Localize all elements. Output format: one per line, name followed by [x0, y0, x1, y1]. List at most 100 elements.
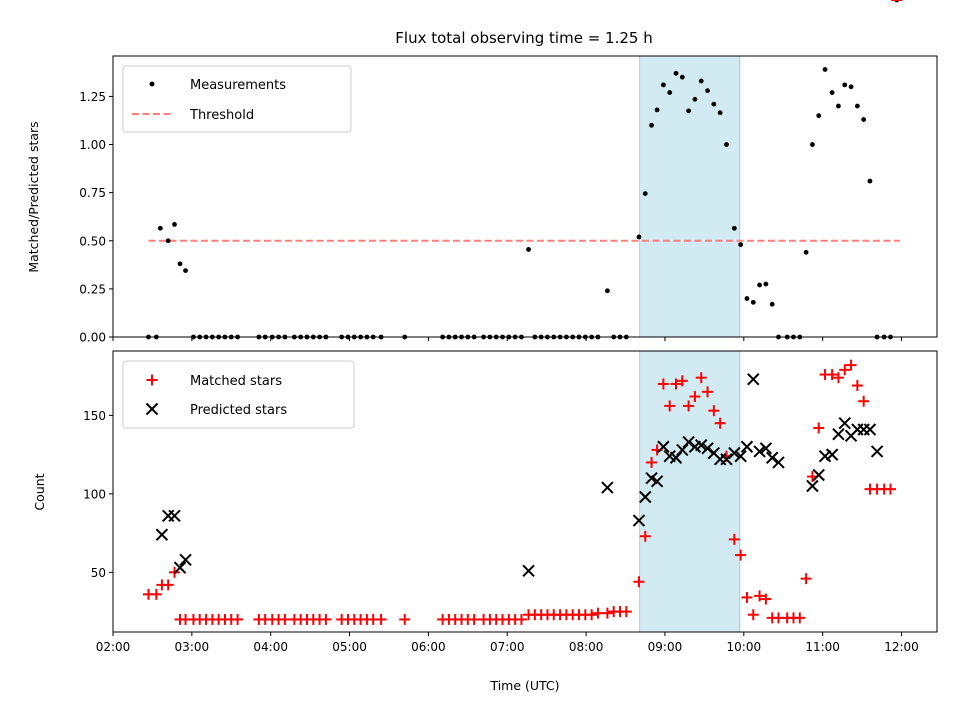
measurement-point — [642, 191, 648, 197]
measurement-point — [810, 142, 815, 147]
predicted-point — [806, 479, 819, 493]
matched-point — [592, 607, 604, 619]
matched-point — [646, 456, 658, 468]
legend-marker-predicted — [145, 402, 159, 416]
top-y-tick-label: 0.75 — [79, 186, 106, 200]
x-tick-label: 10:00 — [727, 640, 762, 654]
predicted-point — [676, 443, 689, 457]
predicted-point — [179, 553, 192, 566]
matched-point — [760, 593, 772, 605]
bottom-y-ticks: 50 100 150 — [83, 409, 113, 580]
predicted-point — [734, 449, 747, 463]
matched-point — [845, 359, 857, 371]
predicted-point — [772, 456, 785, 469]
measurement-point — [667, 90, 673, 95]
matched-point — [708, 405, 720, 417]
measurement-point — [686, 108, 692, 114]
predicted-point — [669, 451, 683, 464]
matched-point — [676, 375, 688, 387]
matched-point — [714, 417, 726, 429]
measurement-point — [636, 234, 642, 240]
matched-point — [375, 613, 387, 625]
bottom-y-axis-label: Count — [32, 473, 47, 510]
matched-point — [728, 533, 740, 545]
predicted-point — [753, 445, 766, 458]
measurement-point — [673, 70, 679, 76]
predicted-point — [155, 528, 169, 541]
measurement-point — [649, 122, 654, 128]
predicted-point — [720, 453, 733, 466]
bottom-y-tick-label: 100 — [83, 487, 106, 501]
matched-point — [794, 612, 806, 624]
chart-title: Flux total observing time = 1.25 h — [395, 29, 652, 47]
measurement-point — [803, 249, 809, 255]
bottom-x-ticks: 02:00 03:00 04:00 05:00 06:00 07:00 08:00 09:00… — [96, 632, 919, 654]
matched-point — [839, 364, 851, 376]
measurement-point — [731, 225, 737, 231]
top-highlight-span — [639, 55, 741, 338]
legend-label-measurements: Measurements — [190, 78, 286, 93]
matched-point — [851, 380, 863, 392]
x-tick-label: 03:00 — [175, 640, 210, 654]
predicted-point — [759, 442, 773, 455]
matched-point — [884, 483, 896, 495]
x-tick-label: 08:00 — [569, 640, 604, 654]
measurement-point — [842, 82, 848, 88]
measurement-point — [711, 101, 717, 107]
predicted-point — [639, 490, 652, 504]
measurement-point — [854, 103, 860, 109]
measurement-point — [861, 117, 867, 122]
top-y-tick-label: 0.25 — [79, 282, 106, 296]
x-tick-label: 06:00 — [411, 640, 446, 654]
bottom-axes-frame — [112, 350, 938, 633]
matched-point — [639, 530, 651, 542]
legend-label-matched: Matched stars — [190, 374, 282, 389]
predicted-point — [765, 451, 779, 464]
predicted-point — [657, 440, 670, 453]
measurement-point — [698, 78, 704, 84]
measurement-point — [750, 299, 756, 305]
predicted-point — [863, 423, 877, 436]
matched-point — [695, 372, 707, 384]
measurement-point — [757, 282, 762, 288]
x-tick-label: 04:00 — [253, 640, 288, 654]
matched-point — [657, 378, 669, 390]
matched-point — [754, 590, 766, 602]
x-tick-label: 05:00 — [332, 640, 367, 654]
bottom-y-tick-label: 150 — [83, 409, 106, 423]
legend-label-predicted: Predicted stars — [190, 403, 287, 418]
predicted-point — [173, 561, 187, 574]
x-tick-label: 09:00 — [648, 640, 683, 654]
predicted-point — [812, 468, 825, 482]
matched-point — [826, 369, 838, 381]
measurement-point — [744, 296, 750, 301]
predicted-point — [838, 417, 851, 430]
measurement-point — [829, 90, 835, 95]
matched-point — [735, 549, 747, 561]
predicted-point — [825, 448, 839, 461]
matched-point — [741, 591, 753, 603]
measurement-point — [836, 103, 841, 109]
predicted-point — [701, 442, 714, 455]
top-x-ticks — [112, 337, 903, 341]
matched-point — [670, 378, 682, 390]
measurement-point — [816, 113, 822, 119]
predicted-point — [682, 435, 695, 449]
predicted-point — [747, 373, 760, 386]
measurement-point — [177, 261, 183, 267]
matched-point — [150, 588, 162, 600]
predicted-point — [740, 440, 754, 453]
x-tick-label: 02:00 — [96, 640, 131, 654]
matched-point — [601, 607, 613, 619]
measurement-point — [654, 107, 660, 113]
predicted-point — [650, 475, 664, 488]
matched-point — [800, 573, 812, 585]
measurement-point — [692, 96, 698, 102]
matched-point — [620, 606, 632, 618]
predicted-points — [155, 373, 884, 577]
top-y-tick-label: 1.00 — [79, 138, 106, 152]
matched-point — [279, 613, 291, 625]
x-tick-label: 07:00 — [490, 640, 525, 654]
predicted-point — [632, 514, 646, 527]
legend-marker-measurements — [149, 81, 155, 87]
